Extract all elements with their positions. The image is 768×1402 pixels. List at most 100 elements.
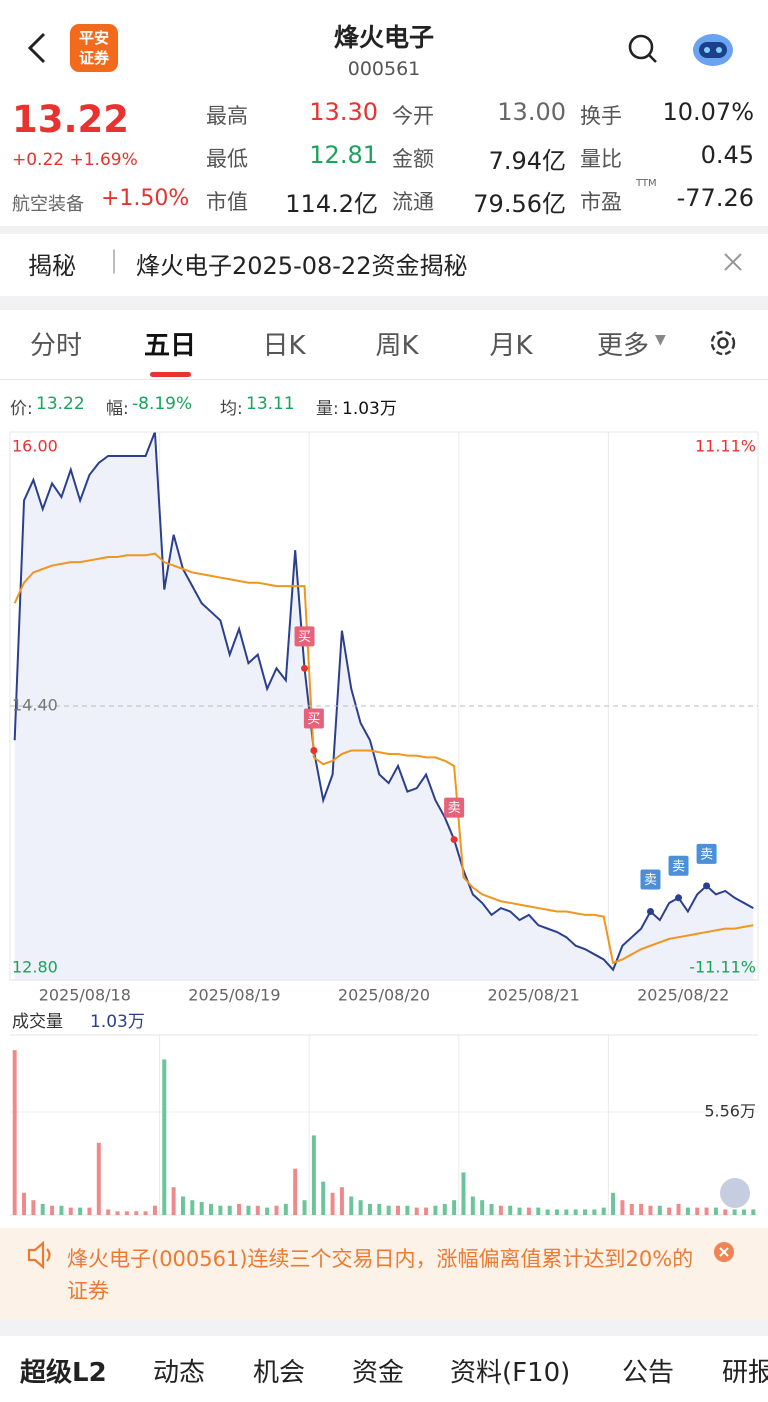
trade-badge [444,797,465,818]
volume-bar [283,1203,288,1215]
bottom-tab[interactable]: 研报 [722,1358,768,1388]
volume-bar [209,1203,214,1215]
y2-tick-label: 11.11% [695,437,756,456]
volume-bar [442,1203,447,1215]
quote-label: 市盈 [580,190,622,214]
volume-bar [545,1209,550,1215]
volume-bar [685,1207,690,1215]
volume-bar [31,1200,36,1215]
volume-bar [293,1168,298,1215]
volume-bar [22,1192,27,1215]
volume-bar [358,1200,363,1215]
period-tab[interactable]: 月K [489,331,533,361]
info-value: 13.22 [36,394,85,414]
volume-bar [461,1172,466,1215]
back-button[interactable] [22,30,52,66]
quote-value: 12.81 [309,141,378,169]
volume-bar [321,1181,326,1215]
volume-bar [741,1209,746,1215]
volume-bar [68,1207,73,1215]
banner-close[interactable] [722,251,744,273]
volume-bar [508,1205,513,1215]
y2-tick-label: -11.11% [689,958,756,977]
volume-bar [255,1205,260,1215]
period-tab[interactable]: 五日 [143,331,196,361]
alert-close[interactable] [713,1241,735,1263]
bottom-tab[interactable]: 机会 [253,1358,306,1388]
bottom-tab[interactable]: 动态 [153,1358,206,1388]
banner-text[interactable]: 烽火电子2025-08-22资金揭秘 [136,252,468,280]
volume-bar [648,1205,653,1215]
trade-label: 买 [307,712,320,727]
trade-badge [640,869,661,890]
info-value: 1.03万 [342,399,397,419]
banner-divider: | [110,246,119,274]
volume-bar [302,1200,307,1215]
volume-bar [713,1207,718,1215]
info-value: -8.19% [132,394,193,414]
settings-button[interactable] [706,326,740,360]
volume-bar [554,1209,559,1215]
price-change: +0.22 +1.69% [12,150,138,170]
volume-bar [732,1209,737,1215]
trade-label: 买 [298,630,311,645]
period-tab[interactable]: 日K [262,331,306,361]
alert-box [0,1228,768,1320]
trade-badge [294,626,315,647]
bottom-tab[interactable]: 资金 [352,1358,405,1388]
volume-bar [536,1207,541,1215]
quote-label: 量比 [580,147,622,171]
x-tick-label: 2025/08/21 [487,986,579,1005]
bottom-tab[interactable]: 公告 [622,1358,675,1388]
volume-bar [611,1192,616,1215]
period-tab[interactable]: 分时 [29,331,82,361]
volume-bar [12,1050,17,1215]
bottom-tab[interactable]: 资料(F10) [450,1358,571,1388]
last-price: 13.22 [12,98,130,141]
quote-label: 最低 [206,147,248,171]
volume-bar [620,1200,625,1215]
average-line [13,552,754,965]
volume-bar [480,1200,485,1215]
volume-bar [498,1205,503,1215]
fullscreen-button[interactable] [720,1178,750,1208]
quote-label: 今开 [392,104,434,128]
volume-bar [517,1207,522,1215]
x-tick-label: 2025/08/20 [338,986,430,1005]
quote-value: 79.56亿 [473,190,566,218]
period-tab[interactable]: 周K [375,331,419,361]
price-line [13,431,754,972]
volume-bar [639,1203,644,1215]
quote-value: -77.26 [676,184,754,212]
volume-bar [237,1203,242,1215]
quote-value: 114.2亿 [285,190,378,218]
trade-point [310,747,318,755]
search-button[interactable] [626,32,660,66]
volume-bar [78,1207,83,1215]
info-label: 幅: [106,399,129,419]
trade-label: 卖 [448,801,461,816]
volume-bar [339,1187,344,1215]
volume-title: 成交量 [12,1012,63,1032]
trade-point [450,836,458,844]
quote-value: 0.45 [700,141,754,169]
volume-bar [452,1200,457,1215]
divider [0,379,768,380]
trade-label: 卖 [672,859,685,874]
info-value: 13.11 [246,394,295,414]
quote-value: 7.94亿 [488,147,566,175]
volume-bar [657,1205,662,1215]
bottom-tab[interactable]: 超级L2 [20,1358,107,1388]
volume-bar [601,1207,606,1215]
volume-bar [489,1203,494,1215]
volume-bar [704,1207,709,1215]
volume-bar [629,1203,634,1215]
period-tab[interactable]: 更多 [596,331,649,361]
volume-bar [367,1203,372,1215]
assistant-button[interactable] [690,28,736,70]
tab-indicator [150,372,191,377]
separator [0,296,768,310]
volume-bar [124,1211,129,1215]
